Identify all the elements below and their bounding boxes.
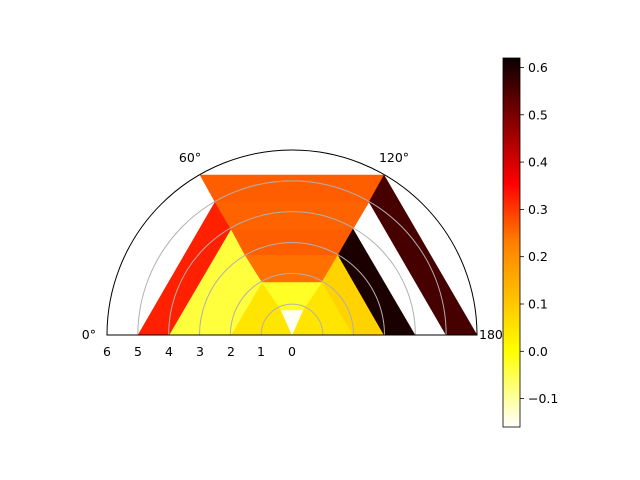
r-tick-3: 3 [196, 344, 204, 359]
sector-top-band-6 [199, 174, 385, 203]
r-gridline-5 [137, 180, 447, 336]
colorbar-tick-label: 0.4 [528, 155, 548, 170]
r-gridline-2 [229, 272, 355, 336]
r-gridline-3 [199, 242, 385, 336]
plot-area [137, 174, 478, 336]
radial-grid [137, 180, 447, 336]
colorbar-tick-label: 0.0 [528, 344, 548, 359]
r-tick-4: 4 [165, 344, 173, 359]
r-tick-6: 6 [103, 344, 111, 359]
colorbar-tick-label: 0.6 [528, 60, 548, 75]
sector-top-band-5 [214, 201, 370, 230]
r-gridline-1 [260, 303, 324, 336]
colorbar-tick-label: 0.1 [528, 297, 548, 312]
colorbar-ticks: −0.1 0.0 0.1 0.2 0.3 0.4 0.5 0.6 [520, 60, 558, 406]
theta-tick-60: 60° [179, 150, 201, 165]
colorbar-tick-label: 0.2 [528, 249, 548, 264]
r-tick-1: 1 [257, 344, 265, 359]
r-tick-labels: 6 5 4 3 2 1 0 [103, 344, 296, 359]
colorbar-tick-label: 0.5 [528, 107, 548, 122]
colorbar-gradient [502, 57, 521, 428]
theta-tick-180: 180° [479, 327, 509, 342]
r-tick-5: 5 [134, 344, 142, 359]
r-tick-0: 0 [288, 344, 296, 359]
colorbar-tick-label: −0.1 [528, 391, 558, 406]
polar-frame [106, 149, 478, 336]
r-tick-2: 2 [227, 344, 235, 359]
theta-tick-labels: 0° 60° 120° 180° [82, 150, 509, 342]
r-gridline-4 [168, 211, 416, 336]
colorbar-tick-label: 0.3 [528, 202, 548, 217]
theta-tick-120: 120° [379, 150, 409, 165]
colorbar: −0.1 0.0 0.1 0.2 0.3 0.4 0.5 0.6 [502, 57, 558, 428]
theta-tick-0: 0° [82, 327, 96, 342]
